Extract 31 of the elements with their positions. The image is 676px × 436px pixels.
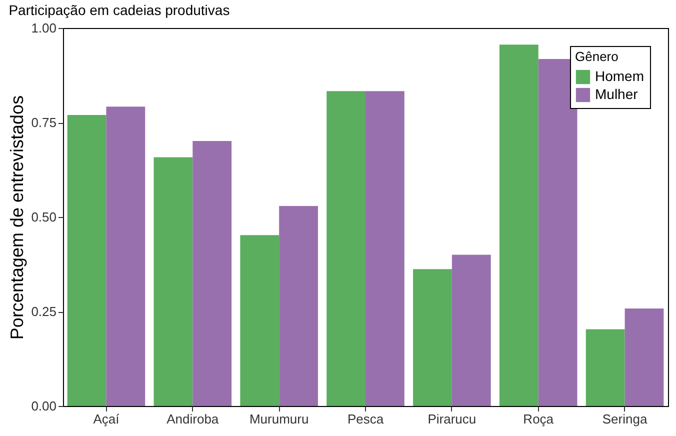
y-tick-label: 0.25 (31, 304, 56, 319)
bar (240, 235, 280, 406)
chart-title: Participação em cadeias produtivas (8, 2, 230, 18)
bar (67, 114, 106, 406)
bar (586, 329, 625, 406)
x-tick-label: Pesca (347, 412, 384, 426)
y-tick-label: 0.50 (31, 210, 56, 224)
bar (154, 157, 193, 406)
bar (624, 308, 664, 406)
bar (192, 141, 232, 406)
bar (499, 44, 538, 406)
x-tick-label: Roça (523, 412, 554, 426)
x-tick-label: Andiroba (166, 412, 220, 426)
x-tick-label: Seringa (602, 412, 648, 426)
bar (326, 91, 366, 406)
legend-label: Homem (595, 68, 644, 84)
bar (106, 106, 146, 406)
x-tick-label: Pirarucu (428, 412, 476, 426)
y-tick-label: 1.00 (31, 20, 56, 36)
y-tick-label: 0.75 (31, 115, 56, 130)
bar (538, 58, 578, 406)
x-tick-label: Açaí (93, 412, 120, 426)
bar (279, 206, 318, 406)
y-tick-label: 0.00 (31, 398, 56, 414)
bar (366, 91, 404, 406)
legend-label: Mulher (595, 86, 638, 102)
bar (413, 269, 452, 406)
x-tick-label: Murumuru (249, 412, 309, 426)
y-axis-title: Porcentagem de entrevistados (7, 95, 28, 340)
bar (452, 254, 491, 406)
legend-title: Gênero (575, 49, 618, 64)
